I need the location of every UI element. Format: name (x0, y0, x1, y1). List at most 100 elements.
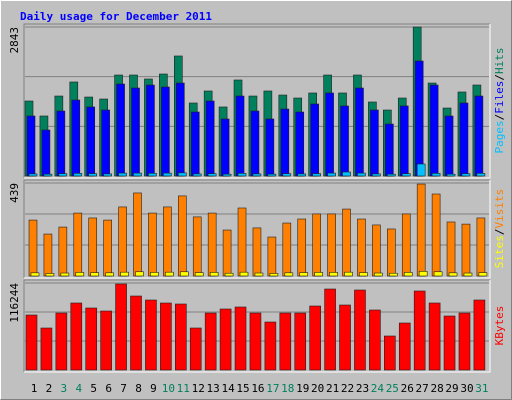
bar (75, 272, 85, 277)
bar (194, 272, 204, 277)
x-tick-label: 6 (105, 382, 112, 395)
bar (133, 192, 142, 277)
bar (43, 173, 53, 177)
bar (446, 173, 456, 177)
bar (178, 195, 187, 277)
bar (58, 173, 68, 177)
bar (239, 271, 249, 277)
legend-entry: Pages (493, 120, 506, 153)
x-tick-label: 11 (177, 382, 190, 395)
bar (165, 271, 174, 277)
legend: Pages/Files/Hits (493, 48, 506, 154)
panel-bevel-light (24, 180, 491, 279)
bar (73, 173, 83, 177)
bar (403, 272, 413, 277)
bar (297, 173, 307, 177)
bar (205, 100, 215, 177)
bar (340, 105, 349, 177)
bar (161, 86, 170, 177)
bar (148, 173, 157, 177)
panel-bevel-dark (23, 179, 490, 278)
bar (459, 102, 469, 177)
bar (254, 272, 264, 277)
bar (342, 208, 351, 277)
x-tick-label: 1 (31, 382, 38, 395)
bar (443, 315, 456, 371)
legend-entry: Hits (493, 48, 506, 75)
bar (446, 221, 456, 277)
bar (88, 217, 98, 277)
bar (309, 305, 321, 371)
bar (25, 314, 38, 371)
panel-bevel-dark (23, 23, 490, 178)
bar (103, 219, 112, 277)
bar (357, 172, 366, 177)
bar (312, 173, 321, 177)
x-tick-label: 13 (207, 382, 220, 395)
x-tick-label: 27 (416, 382, 429, 395)
bar (463, 272, 473, 277)
bar (473, 299, 486, 371)
bar (389, 272, 398, 277)
bar (250, 110, 260, 177)
bar (269, 273, 279, 277)
x-tick-label: 5 (90, 382, 97, 395)
bar (299, 272, 309, 277)
bar (115, 283, 127, 371)
bar (150, 272, 159, 277)
bar (146, 84, 155, 177)
bar (355, 87, 364, 177)
bar (429, 84, 439, 177)
bar (116, 83, 125, 177)
bar (354, 289, 366, 371)
bar (118, 206, 127, 277)
bar (284, 272, 294, 277)
x-tick-label: 16 (251, 382, 264, 395)
x-tick-label: 29 (445, 382, 458, 395)
bar (413, 290, 426, 371)
bar (312, 213, 321, 277)
bar (325, 92, 334, 177)
x-tick-label: 15 (236, 382, 249, 395)
bar (431, 193, 441, 277)
bar (237, 173, 247, 177)
bar (41, 129, 51, 177)
panel-bevel-light (24, 24, 491, 179)
bar (120, 271, 129, 277)
bar (327, 213, 336, 277)
bar (58, 226, 68, 277)
bar (190, 111, 200, 177)
bar (219, 308, 232, 371)
bar (235, 95, 245, 177)
bar (444, 115, 454, 177)
bar (418, 271, 428, 277)
y-tick-label: 2843 (8, 27, 21, 54)
bar (448, 272, 458, 277)
bar (86, 106, 96, 177)
bar (414, 60, 424, 177)
bar (204, 312, 217, 371)
bar (385, 123, 394, 177)
legend: Sites/Visits (493, 189, 506, 269)
bar (192, 216, 202, 277)
bar (207, 173, 217, 177)
bar (207, 212, 217, 277)
bar (252, 227, 262, 277)
bar (101, 109, 110, 177)
bar (160, 302, 172, 371)
bar (175, 303, 187, 371)
bar (224, 272, 234, 277)
bar (264, 321, 277, 371)
bar (145, 299, 157, 371)
bar (28, 173, 38, 177)
bar (234, 306, 247, 371)
bar (189, 327, 202, 371)
bar (252, 173, 262, 177)
x-tick-label: 2 (46, 382, 53, 395)
bar (180, 271, 189, 277)
legend-separator: / (493, 74, 506, 81)
bar (428, 302, 441, 371)
x-tick-label: 4 (75, 382, 82, 395)
bar (339, 304, 351, 371)
